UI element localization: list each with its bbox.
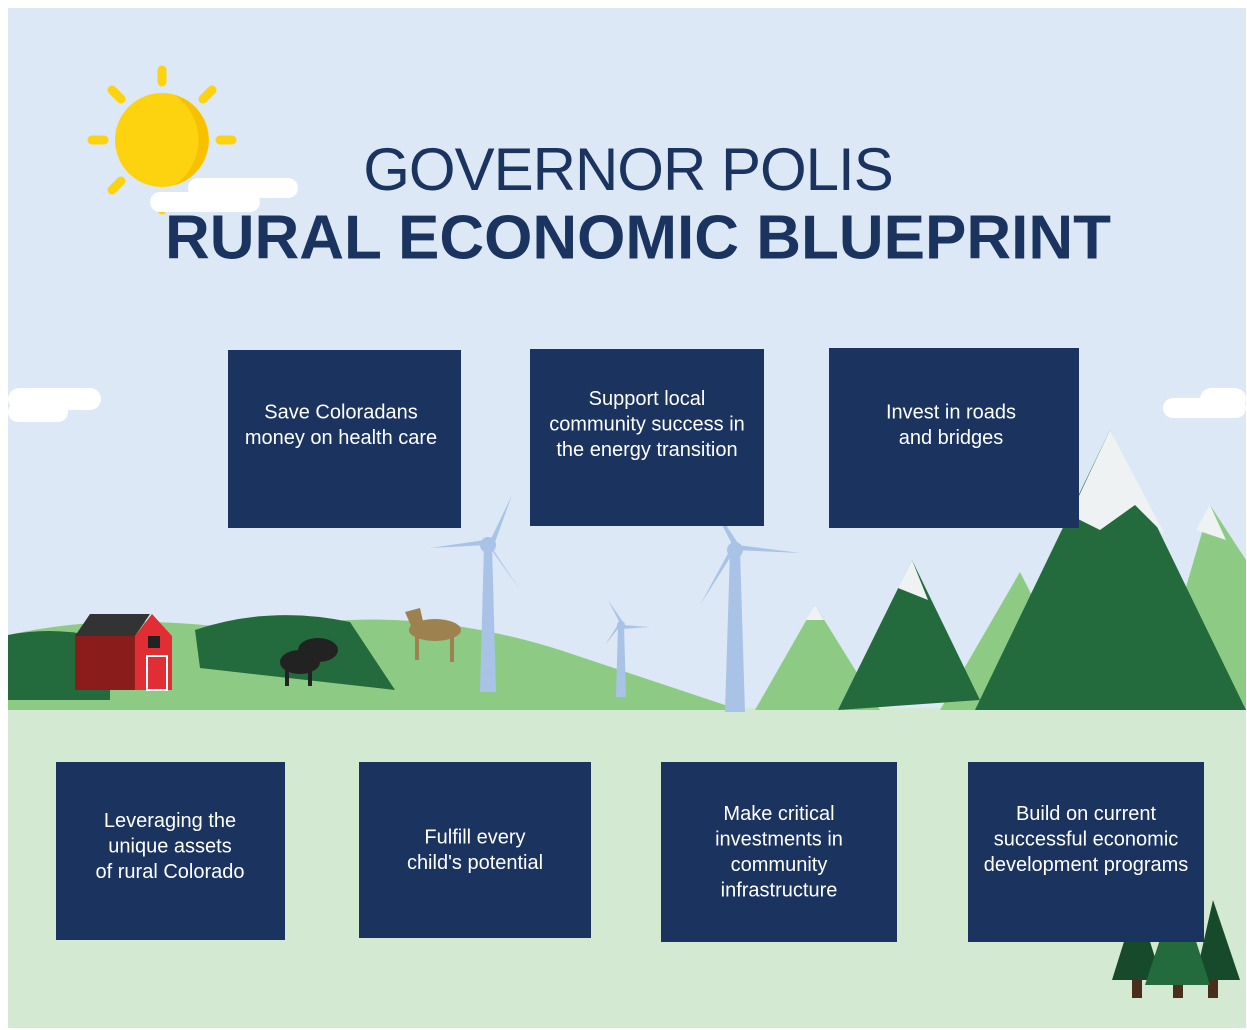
blueprint-box: Save Coloradans money on health care	[228, 350, 461, 528]
blueprint-box: Support local community success in the ene…	[530, 349, 764, 526]
box-text: and bridges	[899, 427, 1004, 449]
box-text: unique assets	[108, 835, 231, 857]
blueprint-box: Leveraging the unique assets of rural Colo…	[56, 762, 285, 940]
box-text: Invest in roads	[886, 402, 1016, 424]
blueprint-box: Invest in roads and bridges	[829, 348, 1079, 528]
box-text: Make critical	[723, 803, 834, 825]
box-text: community	[731, 854, 828, 876]
subtitle: RURAL ECONOMIC BLUEPRINT	[165, 203, 1111, 272]
box-text: of rural Colorado	[96, 861, 245, 883]
box-text: investments in	[715, 829, 843, 851]
box-text: Leveraging the	[104, 810, 236, 832]
barn	[75, 614, 172, 690]
blueprint-box: Build on current successful economic devel…	[968, 762, 1204, 942]
infographic: GOVERNOR POLIS RURAL ECONOMIC BLUEPRINT …	[0, 0, 1247, 1030]
box-text: development programs	[984, 854, 1189, 876]
box-text: Build on current	[1016, 803, 1157, 825]
box-text: Support local	[589, 388, 706, 410]
blueprint-box: Make critical investments in community infr…	[661, 762, 897, 942]
box-text: the energy transition	[556, 439, 737, 461]
box-text: Fulfill every	[424, 827, 525, 849]
box-bg	[530, 349, 764, 526]
box-text: Save Coloradans	[264, 402, 417, 424]
title: GOVERNOR POLIS	[363, 136, 892, 203]
box-text: successful economic	[994, 828, 1179, 850]
box-text: community success in	[549, 413, 745, 435]
box-bg	[661, 762, 897, 942]
box-text: infrastructure	[721, 880, 838, 902]
box-bg	[359, 762, 591, 938]
blueprint-box: Fulfill every child's potential	[359, 762, 591, 938]
box-bg	[968, 762, 1204, 942]
box-text: child's potential	[407, 852, 543, 874]
box-text: money on health care	[245, 427, 437, 449]
